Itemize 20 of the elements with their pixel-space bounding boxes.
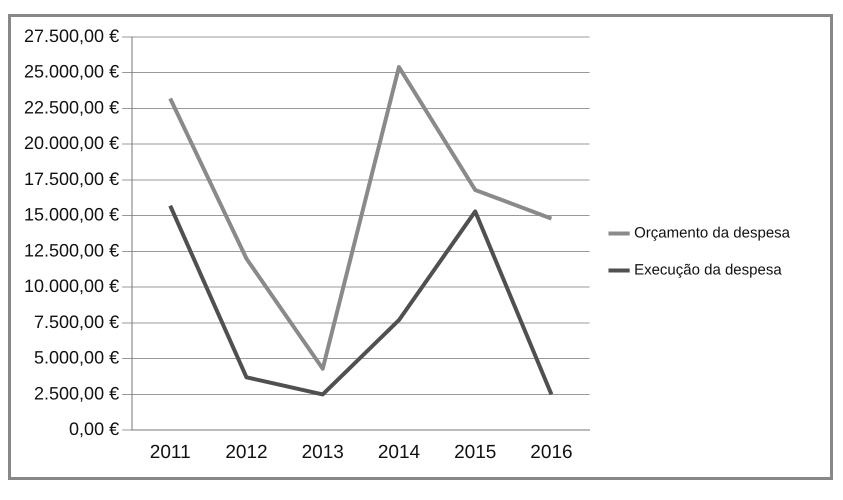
y-tick-label: 5.000,00 €: [34, 348, 120, 368]
x-tick-label: 2011: [150, 442, 191, 463]
y-tick-label: 22.500,00 €: [24, 97, 120, 118]
y-tick-label: 25.000,00 €: [24, 62, 120, 82]
y-tick-label: 17.500,00 €: [24, 168, 120, 189]
x-tick-label: 2016: [530, 442, 573, 463]
x-tick-label: 2014: [378, 442, 421, 463]
x-tick-label: 2013: [302, 442, 344, 463]
y-tick-label: 10.000,00 €: [24, 276, 120, 296]
y-tick-label: 20.000,00 €: [24, 133, 120, 154]
y-tick-label: 2.500,00 €: [34, 383, 120, 404]
y-tick-label: 27.500,00 €: [24, 26, 120, 46]
legend-label: Execução da despesa: [634, 262, 782, 279]
y-tick-label: 12.500,00 €: [24, 240, 120, 260]
x-tick-label: 2015: [454, 442, 496, 463]
y-tick-label: 7.500,00 €: [34, 312, 120, 332]
legend-label: Orçamento da despesa: [634, 224, 791, 242]
y-tick-label: 15.000,00 €: [24, 204, 120, 225]
x-tick-label: 2012: [225, 442, 268, 463]
y-tick-label: 0,00 €: [69, 419, 120, 440]
